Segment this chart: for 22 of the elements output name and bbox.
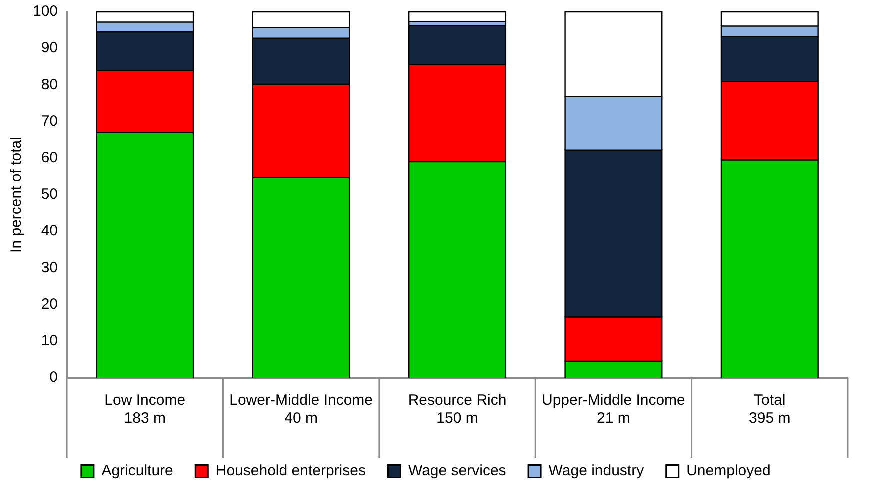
x-tick-label: Resource Rich 150 m — [408, 392, 507, 428]
x-tick-label: Total 395 m — [749, 392, 791, 428]
y-tick-label: 60 — [41, 150, 58, 167]
y-tick-label: 80 — [41, 76, 58, 94]
legend-label: Wage industry — [548, 462, 645, 480]
y-tick-label: 40 — [41, 222, 58, 240]
legend-label: Household enterprises — [216, 462, 366, 480]
y-tick-label: 90 — [41, 40, 58, 57]
legend-label: Unemployed — [686, 462, 771, 480]
y-tick-label: 10 — [41, 332, 58, 350]
legend-label: Agriculture — [102, 462, 174, 480]
y-tick-label: 20 — [41, 296, 58, 313]
y-tick-label: 30 — [41, 259, 58, 276]
legend-label: Wage services — [408, 462, 506, 480]
y-tick-label: 50 — [41, 186, 58, 204]
x-tick-label: Upper-Middle Income 21 m — [542, 392, 686, 428]
y-tick-label: 100 — [32, 3, 58, 20]
y-tick-label: 0 — [50, 369, 58, 386]
y-axis-title: In percent of total — [8, 137, 26, 253]
x-tick-label: Lower-Middle Income 40 m — [230, 392, 374, 428]
y-tick-label: 70 — [41, 112, 58, 130]
x-tick-label: Low Income 183 m — [104, 392, 186, 428]
